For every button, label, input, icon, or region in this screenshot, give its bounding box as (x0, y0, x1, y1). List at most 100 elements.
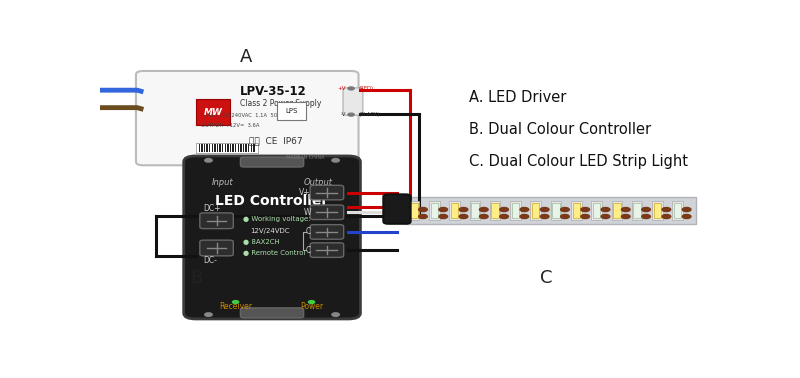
Bar (490, 201, 501, 220)
Bar (552, 203, 560, 218)
Text: C: C (306, 228, 310, 236)
Bar (246, 144, 247, 152)
Circle shape (439, 208, 447, 212)
Text: C: C (306, 246, 310, 255)
Bar (238, 144, 239, 152)
Text: ⓈⓁ  CE  IP67: ⓈⓁ CE IP67 (249, 136, 302, 145)
Circle shape (439, 214, 447, 218)
Bar (196, 143, 258, 153)
Text: MW: MW (204, 107, 222, 116)
Circle shape (520, 214, 529, 218)
Circle shape (642, 208, 650, 212)
Text: A: A (239, 48, 252, 66)
Bar (573, 203, 580, 218)
Bar (409, 201, 419, 220)
Bar (227, 144, 229, 152)
Bar (591, 201, 602, 220)
Bar (491, 203, 499, 218)
Text: LED Controller: LED Controller (215, 194, 329, 208)
Bar (530, 201, 541, 220)
Bar (277, 102, 306, 120)
Circle shape (205, 159, 212, 162)
Text: B. Dual Colour Controller: B. Dual Colour Controller (469, 122, 651, 137)
Circle shape (581, 208, 590, 212)
FancyBboxPatch shape (310, 205, 344, 220)
Bar (235, 144, 237, 152)
Bar (211, 144, 213, 152)
Circle shape (682, 214, 691, 218)
Bar (673, 201, 683, 220)
Bar (510, 201, 521, 220)
FancyBboxPatch shape (310, 185, 344, 200)
Text: DC+: DC+ (203, 204, 221, 213)
Text: +V: +V (338, 86, 346, 91)
Text: (RED): (RED) (358, 86, 374, 91)
Text: W: W (303, 208, 310, 217)
Circle shape (601, 208, 610, 212)
Circle shape (459, 208, 468, 212)
Bar (611, 201, 622, 220)
Bar (451, 203, 458, 218)
Bar (204, 144, 205, 152)
Circle shape (581, 214, 590, 218)
Bar (470, 201, 480, 220)
Circle shape (348, 87, 354, 90)
Circle shape (348, 113, 354, 116)
Circle shape (682, 208, 691, 212)
Bar (225, 144, 226, 152)
FancyBboxPatch shape (200, 213, 234, 229)
Text: -V: -V (341, 112, 346, 117)
Circle shape (500, 208, 509, 212)
Bar (613, 203, 621, 218)
Bar (674, 203, 682, 218)
Circle shape (418, 214, 427, 218)
Bar (209, 144, 210, 152)
Circle shape (561, 214, 570, 218)
Text: ● Remote Control: ● Remote Control (242, 249, 305, 256)
FancyBboxPatch shape (136, 71, 358, 165)
Circle shape (205, 313, 212, 316)
Circle shape (479, 208, 488, 212)
Bar (632, 201, 642, 220)
Text: C. Dual Colour LED Strip Light: C. Dual Colour LED Strip Light (469, 154, 688, 169)
Bar (248, 144, 250, 152)
FancyBboxPatch shape (184, 156, 360, 319)
FancyBboxPatch shape (343, 88, 363, 115)
Circle shape (622, 208, 630, 212)
Circle shape (459, 214, 468, 218)
Bar (430, 203, 438, 218)
Bar (410, 203, 418, 218)
Bar (471, 203, 478, 218)
Text: LPV-35-12: LPV-35-12 (239, 85, 306, 98)
Bar (233, 144, 234, 152)
Bar (196, 99, 230, 125)
FancyBboxPatch shape (310, 225, 344, 239)
FancyBboxPatch shape (310, 243, 344, 257)
Bar (240, 144, 242, 152)
Text: B: B (190, 269, 202, 287)
Circle shape (332, 159, 339, 162)
Text: DC-: DC- (203, 256, 218, 265)
Bar (654, 203, 661, 218)
Bar (571, 201, 582, 220)
Bar (450, 201, 460, 220)
Circle shape (540, 208, 549, 212)
Text: MADE IN CHINA: MADE IN CHINA (286, 155, 325, 160)
Bar (532, 203, 539, 218)
FancyBboxPatch shape (241, 157, 304, 167)
Bar (634, 203, 641, 218)
Circle shape (662, 208, 670, 212)
Text: Output: Output (303, 178, 333, 187)
Text: Receiver: Receiver (219, 302, 252, 311)
Bar (217, 144, 218, 152)
Bar (243, 144, 244, 152)
Text: OUTPUT: +12V=  3.6A: OUTPUT: +12V= 3.6A (201, 122, 259, 128)
Circle shape (540, 214, 549, 218)
Text: ● Working voltage:: ● Working voltage: (242, 216, 310, 222)
Text: Power: Power (300, 302, 323, 311)
Bar (512, 203, 519, 218)
FancyBboxPatch shape (241, 308, 304, 318)
Text: Class 2 Power Supply: Class 2 Power Supply (239, 99, 321, 108)
Text: ● 8AX2CH: ● 8AX2CH (242, 239, 279, 245)
Bar (214, 144, 215, 152)
